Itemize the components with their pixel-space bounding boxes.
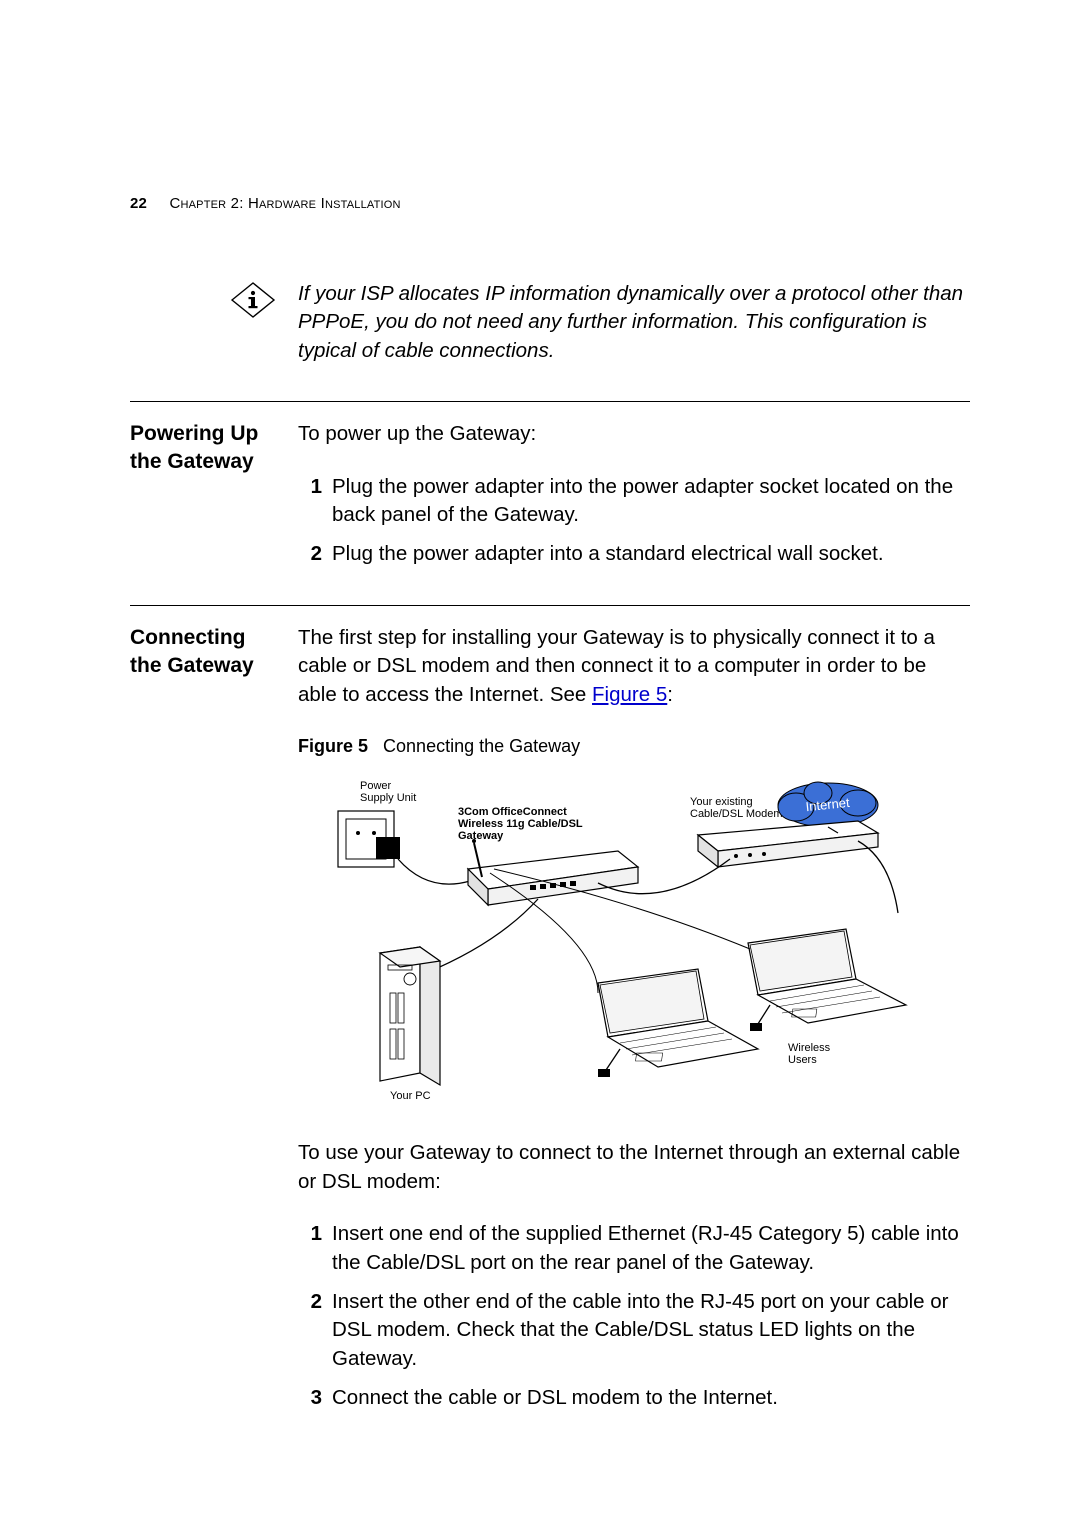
callout-gw2: Wireless 11g Cable/DSL (458, 818, 583, 830)
section-body: The first step for installing your Gatew… (298, 624, 970, 1423)
internet-cloud: Internet (778, 782, 878, 827)
figure-link[interactable]: Figure 5 (592, 683, 667, 706)
figure-label: Figure 5 (298, 736, 368, 756)
running-head: 22 Chapter 2: Hardware Installation (130, 195, 401, 212)
section-heading: Powering Up the Gateway (130, 420, 298, 579)
info-icon (230, 280, 276, 365)
section-connecting: Connecting the Gateway The first step fo… (130, 606, 970, 1423)
section-heading: Connecting the Gateway (130, 624, 298, 1423)
step-number: 1 (298, 473, 322, 530)
callout-modem2: Cable/DSL Modem (690, 808, 783, 820)
callout-pc: Your PC (390, 1090, 431, 1102)
section-body-2: To use your Gateway to connect to the In… (298, 1139, 970, 1196)
step-item: 3Connect the cable or DSL modem to the I… (322, 1384, 970, 1413)
section-powering-up: Powering Up the Gateway To power up the … (130, 402, 970, 579)
laptop-2 (748, 929, 906, 1023)
figure-caption: Figure 5 Connecting the Gateway (298, 734, 970, 759)
step-item: 1Insert one end of the supplied Ethernet… (322, 1220, 970, 1277)
callout-wireless1: Wireless (788, 1042, 831, 1054)
callout-wireless2: Users (788, 1054, 817, 1066)
step-number: 2 (298, 540, 322, 569)
steps-list: 1Plug the power adapter into the power a… (322, 473, 970, 569)
callout-gw3: Gateway (458, 830, 504, 842)
step-text: Connect the cable or DSL modem to the In… (332, 1384, 970, 1413)
modem-device (698, 821, 878, 867)
page: 22 Chapter 2: Hardware Installation If y… (0, 0, 1080, 1422)
section-intro: To power up the Gateway: (298, 420, 970, 449)
content: If your ISP allocates IP information dyn… (130, 280, 970, 1422)
step-item: 1Plug the power adapter into the power a… (322, 473, 970, 530)
callout-psu2: Supply Unit (360, 792, 416, 804)
callout-gw1: 3Com OfficeConnect (458, 806, 567, 818)
step-text: Plug the power adapter into the power ad… (332, 473, 970, 530)
info-note: If your ISP allocates IP information dyn… (130, 280, 970, 365)
step-item: 2Insert the other end of the cable into … (322, 1288, 970, 1374)
intro-post: : (667, 683, 673, 706)
chapter-label: Chapter 2: Hardware Installation (169, 195, 400, 212)
pc-tower (380, 947, 440, 1085)
cable-gw-pc (426, 899, 538, 973)
wall-outlet (338, 811, 400, 867)
figure-diagram: Power Supply Unit 3Com OfficeConnect Wir… (298, 773, 918, 1113)
steps-list-2: 1Insert one end of the supplied Ethernet… (322, 1220, 970, 1412)
step-number: 2 (298, 1288, 322, 1374)
callout-psu: Power (360, 780, 392, 792)
page-number: 22 (130, 195, 147, 212)
laptop-1 (598, 969, 758, 1067)
step-number: 3 (298, 1384, 322, 1413)
section-intro: The first step for installing your Gatew… (298, 624, 970, 710)
info-icon-col (130, 280, 298, 365)
step-text: Insert the other end of the cable into t… (332, 1288, 970, 1374)
gateway-device (468, 839, 638, 905)
section-body: To power up the Gateway: 1Plug the power… (298, 420, 970, 579)
cable-modem-internet (858, 841, 898, 913)
step-number: 1 (298, 1220, 322, 1277)
step-text: Plug the power adapter into a standard e… (332, 540, 970, 569)
cable-psu-gw (398, 859, 470, 884)
step-item: 2Plug the power adapter into a standard … (322, 540, 970, 569)
figure-title: Connecting the Gateway (383, 736, 580, 756)
callout-modem1: Your existing (690, 796, 753, 808)
step-text: Insert one end of the supplied Ethernet … (332, 1220, 970, 1277)
info-note-text: If your ISP allocates IP information dyn… (298, 280, 970, 365)
